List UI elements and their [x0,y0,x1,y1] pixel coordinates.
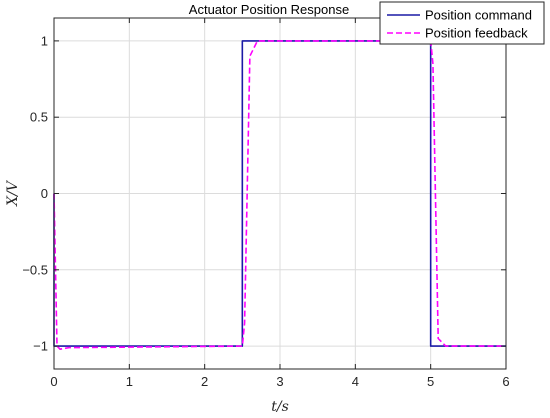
x-tick-label: 1 [126,374,133,389]
legend-entry-label: Position feedback [425,26,528,41]
x-tick-label: 5 [427,374,434,389]
x-tick-label: 2 [201,374,208,389]
x-tick-label: 0 [50,374,57,389]
y-tick-label: 0 [41,186,48,201]
x-tick-label: 4 [352,374,359,389]
x-tick-label: 6 [502,374,509,389]
series-line-position-feedback [53,40,506,350]
chart-title: Actuator Position Response [189,2,349,17]
y-tick-label: 0.5 [30,110,48,125]
ticks: 0 1 2 3 4 5 6 −1 −0.5 0 0.5 1 [22,18,510,389]
y-tick-label: −0.5 [22,262,48,277]
y-axis-label: X/V [5,179,21,207]
x-tick-label: 3 [276,374,283,389]
legend-entry-label: Position command [425,8,532,23]
x-axis-label: t/s [271,399,289,415]
legend: Position command Position feedback [379,1,545,45]
y-tick-label: −1 [33,339,48,354]
y-tick-label: 1 [41,33,48,48]
legend-box [379,1,545,45]
